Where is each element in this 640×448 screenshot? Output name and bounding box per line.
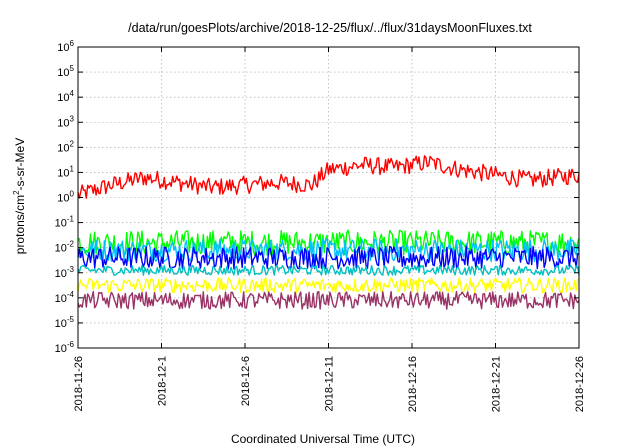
y-tick-base: 10 [55,218,67,230]
y-tick-base: 10 [57,92,69,104]
y-tick-label: 105 [57,64,74,79]
y-tick-base: 10 [57,167,69,179]
y-axis-label-unit: -s-sr-MeV [13,138,27,191]
y-tick-label: 100 [57,190,74,205]
y-tick-base: 10 [57,67,69,79]
y-tick-base: 10 [55,243,67,255]
x-tick-label: 2018-12-11 [324,356,336,411]
x-tick-label: 2018-12-1 [157,356,169,406]
series-line-3 [77,238,580,263]
y-tick-base: 10 [57,117,69,129]
x-tick-label: 2018-12-16 [407,356,419,412]
series-line-2 [77,229,580,256]
y-tick-exponent: 3 [70,114,75,123]
y-axis-label-superscript: 2 [12,190,21,195]
x-tick-label: 2018-12-21 [491,356,503,412]
y-tick-label: 10-6 [55,340,75,355]
y-tick-base: 10 [57,193,69,205]
y-tick-base: 10 [55,293,67,305]
x-axis-label: Coordinated Universal Time (UTC) [231,432,415,446]
y-tick-exponent: -3 [67,265,75,274]
series-group [77,155,580,310]
series-line-4 [77,245,580,270]
y-tick-exponent: -6 [67,340,75,349]
y-tick-exponent: 5 [70,64,75,73]
y-tick-exponent: 1 [70,164,75,173]
y-tick-exponent: 4 [70,89,75,98]
y-tick-label: 101 [57,164,74,179]
y-tick-base: 10 [55,343,67,355]
y-tick-exponent: 2 [70,139,75,148]
series-line-7 [77,290,580,310]
y-tick-base: 10 [57,142,69,154]
y-tick-base: 10 [57,42,69,54]
y-tick-label: 102 [57,139,74,154]
y-tick-label: 104 [57,89,74,104]
y-tick-exponent: 6 [70,39,75,48]
y-tick-exponent: -5 [67,315,75,324]
y-tick-exponent: -2 [67,240,75,249]
y-tick-label: 103 [57,114,74,129]
y-tick-base: 10 [55,268,67,280]
x-tick-label: 2018-12-26 [574,356,586,412]
y-tick-label: 10-4 [55,290,75,305]
y-tick-label: 10-1 [55,215,75,230]
y-tick-exponent: -1 [67,215,75,224]
y-axis-label-base: protons/cm [13,195,27,254]
x-axis: 2018-11-26 2018-12-1 2018-12-6 2018-12-11 20… [73,47,586,412]
x-tick-label: 2018-12-6 [240,356,252,406]
series-line-5 [77,264,580,276]
series-line-1 [77,155,580,199]
y-tick-exponent: 0 [70,190,75,199]
y-tick-label: 10-5 [55,315,75,330]
y-axis: 10-610-510-410-310-210-11001011021031041… [55,39,579,355]
y-axis-label: protons/cm2-s-sr-MeV [12,138,27,254]
y-tick-label: 106 [57,39,74,54]
series-line-6 [77,277,580,294]
y-tick-exponent: -4 [67,290,75,299]
chart-title: /data/run/goesPlots/archive/2018-12-25/f… [128,21,532,35]
x-tick-label: 2018-11-26 [73,356,85,411]
y-tick-label: 10-2 [55,240,75,255]
y-tick-base: 10 [55,318,67,330]
y-tick-label: 10-3 [55,265,75,280]
